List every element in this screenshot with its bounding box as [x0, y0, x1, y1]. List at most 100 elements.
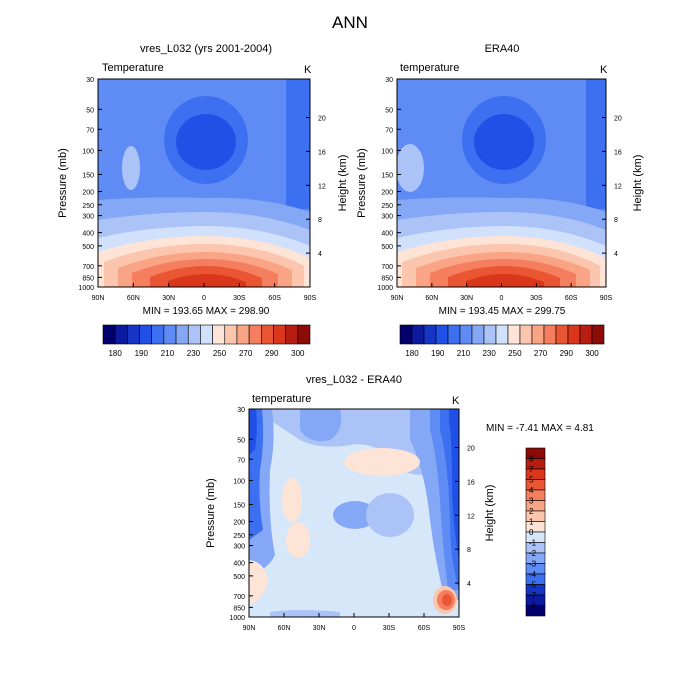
- colorbar-cell: [495, 324, 509, 345]
- min-max-stats: MIN = -7.41 MAX = 4.81: [486, 423, 594, 434]
- colorbar-label: 190: [431, 349, 445, 358]
- x-tick-label: 90N: [391, 295, 404, 302]
- height-tick-label: 8: [467, 547, 471, 554]
- y-tick-label: 100: [82, 148, 94, 155]
- height-tick-label: 8: [318, 217, 322, 224]
- colorbar-cell: [200, 324, 213, 345]
- contour-band-plus1-left: [282, 478, 302, 522]
- colorbar-cell: [187, 324, 201, 345]
- y-tick-label: 70: [385, 127, 393, 134]
- x-tick-label: 60S: [565, 295, 578, 302]
- contour-band-patch: [397, 144, 424, 192]
- colorbar-cell: [285, 324, 299, 345]
- y-tick-label: 50: [237, 437, 245, 444]
- contour-band-polar: [586, 79, 606, 209]
- x-tick-label: 90N: [92, 295, 105, 302]
- height-tick-label: 8: [614, 217, 618, 224]
- contour-band-295: [466, 274, 544, 287]
- y-tick-label: 500: [233, 574, 245, 581]
- y-tick-label: 500: [381, 244, 393, 251]
- colorbar-label: -7: [529, 591, 537, 600]
- x-tick-label: 30S: [530, 295, 543, 302]
- x-tick-label: 60N: [127, 295, 140, 302]
- contour-band-cold-core: [474, 114, 534, 170]
- colorbar-cell: [127, 324, 140, 345]
- min-max-stats: MIN = 193.65 MAX = 298.90: [143, 306, 270, 317]
- colorbar-cell: [260, 324, 274, 345]
- height-tick-label: 4: [614, 251, 618, 258]
- colorbar-cell: [102, 324, 116, 345]
- y-axis-right-label: Height (km): [337, 155, 349, 212]
- x-tick-label: 0: [500, 295, 504, 302]
- y-tick-label: 850: [82, 275, 94, 282]
- y-tick-label: 70: [237, 457, 245, 464]
- units-label: K: [600, 64, 608, 76]
- units-label: K: [304, 64, 312, 76]
- colorbar-label: 4: [529, 486, 534, 495]
- contour-band-295: [168, 274, 246, 287]
- contour-band-minus7-right: [449, 409, 459, 560]
- colorbar-cell: [579, 324, 593, 345]
- y-axis-right-label: Height (km): [632, 155, 644, 212]
- colorbar-cell: [483, 324, 497, 345]
- y-tick-label: 200: [381, 190, 393, 197]
- y-tick-label: 150: [82, 172, 94, 179]
- x-tick-label: 30N: [162, 295, 175, 302]
- colorbar-cell: [471, 324, 485, 345]
- colorbar-label: 9: [529, 455, 534, 464]
- y-tick-label: 1000: [377, 285, 393, 292]
- colorbar-cell: [435, 324, 449, 345]
- x-tick-label: 60S: [418, 625, 431, 632]
- x-tick-label: 0: [352, 625, 356, 632]
- colorbar-label: 250: [213, 349, 227, 358]
- y-tick-label: 700: [82, 264, 94, 271]
- colorbar-label: 230: [482, 349, 496, 358]
- y-axis-label: Pressure (mb): [57, 148, 69, 218]
- contour-band-plus4-hot: [442, 594, 452, 606]
- panel-model: vres_L032 (yrs 2001-2004) Temperature K …: [57, 43, 349, 358]
- height-tick-label: 16: [467, 479, 475, 486]
- colorbar-cell: [543, 324, 557, 345]
- y-tick-label: 200: [233, 520, 245, 527]
- y-tick-label: 30: [385, 77, 393, 84]
- variable-label: Temperature: [102, 62, 164, 74]
- panel-difference: vres_L032 - ERA40 temperature K: [205, 374, 594, 632]
- y-tick-label: 700: [233, 594, 245, 601]
- colorbar-label: -9: [529, 602, 537, 611]
- y-tick-label: 400: [233, 561, 245, 568]
- colorbar-label: 270: [534, 349, 548, 358]
- colorbar-cell: [151, 324, 165, 345]
- x-tick-label: 30N: [313, 625, 326, 632]
- colorbar-label: -1: [529, 539, 537, 548]
- contour-band-polar: [286, 79, 310, 209]
- colorbar-label: 210: [161, 349, 175, 358]
- y-tick-label: 100: [381, 148, 393, 155]
- x-tick-label: 30N: [460, 295, 473, 302]
- y-tick-label: 50: [385, 107, 393, 114]
- colorbar-cell: [507, 324, 521, 345]
- height-tick-label: 20: [614, 116, 622, 123]
- colorbar-cell: [248, 324, 262, 345]
- contour-band-minus7-left: [249, 409, 257, 455]
- y-axis-label: Pressure (mb): [356, 148, 368, 218]
- colorbar-cell: [531, 324, 545, 345]
- y-tick-label: 70: [86, 127, 94, 134]
- contour-field: [98, 79, 310, 287]
- colorbar-cell: [212, 324, 226, 345]
- colorbar-cell: [175, 324, 189, 345]
- y-tick-label: 100: [233, 478, 245, 485]
- colorbar-label: -2: [529, 549, 537, 558]
- variable-label: temperature: [252, 393, 311, 405]
- y-tick-label: 200: [82, 190, 94, 197]
- x-tick-label: 90S: [304, 295, 317, 302]
- y-axis-label: Pressure (mb): [205, 478, 217, 548]
- y-tick-label: 300: [381, 214, 393, 221]
- colorbar-label: 300: [291, 349, 305, 358]
- colorbar-label: 5: [529, 476, 534, 485]
- y-tick-label: 300: [82, 214, 94, 221]
- contour-band-plus1-mid: [286, 522, 310, 558]
- x-tick-label: 0: [202, 295, 206, 302]
- height-tick-label: 12: [614, 183, 622, 190]
- contour-band-minus2-center: [366, 493, 414, 537]
- y-tick-label: 50: [86, 107, 94, 114]
